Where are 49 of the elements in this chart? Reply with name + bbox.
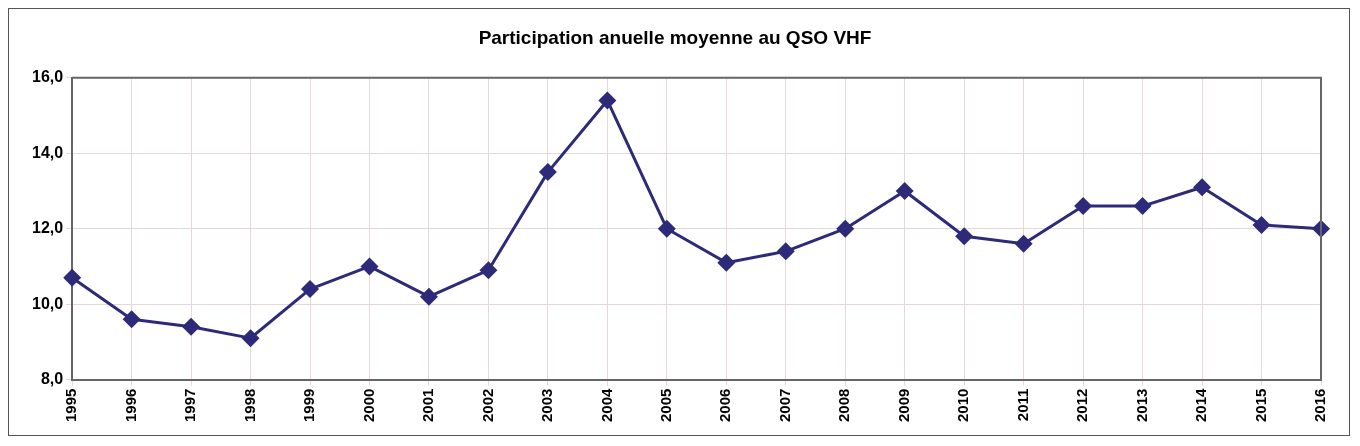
x-tick-label: 2006	[716, 388, 734, 423]
point	[538, 163, 557, 182]
x-tick-label: 2016	[1311, 388, 1329, 423]
x-tick-label: 2003	[538, 388, 556, 423]
x-tick-label: 2004	[597, 387, 615, 423]
x-tick-label: 2013	[1132, 388, 1150, 423]
x-tick-label: 1995	[62, 388, 80, 423]
y-tick-label: 14,0	[32, 143, 64, 161]
x-tick-label: 2000	[359, 388, 377, 423]
x-tick-label: 1999	[300, 388, 318, 423]
x-tick-label: 2005	[656, 388, 674, 423]
point	[1193, 178, 1212, 197]
point	[479, 261, 498, 280]
point	[717, 253, 736, 272]
x-tick-label: 2008	[835, 388, 853, 423]
x-tick-label: 2015	[1251, 388, 1269, 423]
point	[122, 310, 141, 329]
point	[598, 91, 617, 110]
x-tick-label: 2014	[1192, 387, 1210, 423]
point	[419, 287, 438, 306]
x-tick-label: 2007	[775, 388, 793, 423]
x-tick-label: 2001	[419, 388, 437, 423]
x-tick-label: 1998	[240, 388, 258, 423]
x-tick-label: 2012	[1073, 388, 1091, 423]
point	[657, 219, 676, 238]
point	[1133, 197, 1152, 216]
x-tick-label: 2011	[1013, 388, 1031, 422]
x-tick-label: 2002	[478, 388, 496, 423]
y-tick-label: 10,0	[32, 294, 64, 312]
point	[955, 227, 974, 246]
point	[776, 242, 795, 261]
point	[182, 317, 201, 336]
point	[1074, 197, 1093, 216]
point	[1252, 215, 1271, 234]
y-tick-label: 8,0	[40, 370, 64, 388]
point	[1014, 234, 1033, 253]
y-tick-label: 12,0	[32, 219, 64, 237]
y-tick-label: 16,0	[32, 68, 64, 86]
x-tick-label: 1996	[121, 388, 139, 423]
point	[301, 280, 320, 299]
chart-title: Participation anuelle moyenne au QSO VHF	[478, 26, 872, 48]
point	[63, 268, 82, 287]
point	[360, 257, 379, 276]
point	[895, 181, 914, 200]
point	[836, 219, 855, 238]
x-tick-label: 2009	[894, 388, 912, 423]
point	[241, 329, 260, 348]
x-tick-label: 2010	[954, 388, 972, 423]
x-tick-label: 1997	[181, 388, 199, 423]
